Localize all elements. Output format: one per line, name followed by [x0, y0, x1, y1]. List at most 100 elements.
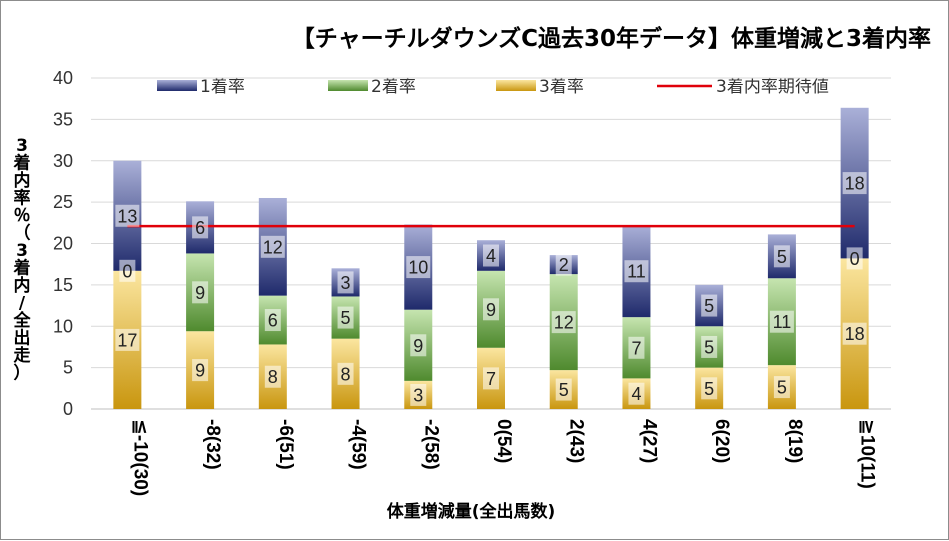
data-label-bg — [115, 328, 140, 351]
data-label: 17 — [117, 330, 137, 350]
data-label: 8 — [268, 367, 278, 387]
data-label: 8 — [341, 364, 351, 384]
data-label: 0 — [850, 249, 860, 269]
data-label: 4 — [631, 384, 641, 404]
legend-item: 1着率 — [157, 77, 245, 97]
legend-swatch — [328, 80, 368, 91]
data-label: 9 — [195, 283, 205, 303]
legend: 1着率 2着率 3着率 3着内率期待値 — [157, 77, 829, 97]
data-label-bg — [410, 383, 427, 406]
x-tick-label: 6(20) — [711, 419, 732, 463]
x-tick-label: 8(19) — [784, 419, 805, 463]
data-label: 6 — [195, 218, 205, 238]
data-label-bg — [192, 281, 209, 304]
y-tick-label: 10 — [53, 316, 73, 336]
data-label-bg — [773, 376, 790, 399]
data-label: 7 — [486, 369, 496, 389]
data-label-bg — [406, 256, 431, 279]
data-label-bg — [842, 172, 867, 195]
legend-item: 3着内率期待値 — [657, 77, 829, 97]
data-label-bg — [260, 235, 285, 258]
data-label-bg — [483, 244, 499, 267]
y-axis-label: 3 着内率％（ 3 着内/全出走） — [13, 136, 32, 384]
y-tick-label: 20 — [53, 234, 73, 254]
data-label: 4 — [486, 246, 496, 266]
data-label: 7 — [631, 338, 641, 358]
data-label-bg — [769, 310, 794, 333]
data-label: 9 — [195, 361, 205, 381]
x-tick-label: -2(58) — [420, 419, 441, 470]
x-tick-label: 0(54) — [493, 419, 514, 463]
data-label-bg — [555, 253, 572, 276]
data-label-bg — [842, 322, 867, 345]
data-labels: 17 0 13 9 9 6 8 6 12 8 5 3 3 9 10 7 9 4 5 12 2 4 7 11 5 5 5 5 11 5 18 0… — [115, 172, 867, 406]
data-label-bg — [628, 382, 645, 405]
data-label-bg — [115, 204, 140, 227]
data-label: 3 — [341, 273, 351, 293]
data-label-bg — [483, 367, 499, 390]
x-tick-label: 2(43) — [566, 419, 587, 463]
data-label: 3 — [413, 385, 423, 405]
data-label: 5 — [704, 379, 714, 399]
data-label: 13 — [117, 206, 137, 226]
data-label-bg — [337, 271, 354, 294]
data-label-bg — [701, 294, 718, 317]
data-label-bg — [701, 377, 718, 400]
data-label-bg — [192, 359, 209, 382]
data-label-bg — [773, 245, 790, 268]
data-label: 6 — [268, 311, 278, 331]
chart-title: 【チャーチルダウンズC過去30年データ】体重増減と3着内率 — [292, 25, 931, 52]
data-label-bg — [410, 334, 427, 357]
data-label: 5 — [341, 308, 351, 328]
data-label: 12 — [554, 313, 574, 333]
data-label: 12 — [263, 237, 283, 257]
x-tick-label: -6(51) — [275, 419, 296, 470]
data-label-bg — [701, 335, 718, 358]
legend-item: 2着率 — [328, 77, 416, 97]
y-tick-label: 0 — [63, 399, 73, 419]
x-tick-label: ≦-10(30) — [129, 419, 150, 496]
x-axis: ≦-10(30) -8(32) -6(51) -4(59) -2(58) 0(54) 2(4… — [129, 419, 877, 496]
data-label-bg — [555, 378, 572, 401]
data-label-bg — [337, 362, 354, 385]
data-label-bg — [846, 247, 863, 270]
data-label-bg — [483, 298, 499, 321]
y-axis: 0 5 10 15 20 25 30 35 40 — [53, 68, 73, 419]
data-label: 5 — [777, 247, 787, 267]
x-tick-label: -4(59) — [348, 419, 369, 470]
y-tick-label: 15 — [53, 275, 73, 295]
data-label: 11 — [627, 262, 646, 282]
data-label: 5 — [704, 337, 714, 357]
legend-label: 1着率 — [200, 77, 245, 97]
x-tick-label: 4(27) — [638, 419, 659, 463]
data-label: 5 — [559, 380, 569, 400]
data-label-bg — [628, 336, 645, 359]
data-label-bg — [337, 306, 354, 329]
x-tick-label: -8(32) — [202, 419, 223, 470]
data-label-bg — [264, 309, 281, 332]
legend-label: 2着率 — [371, 77, 416, 97]
legend-label: 3着内率期待値 — [716, 77, 829, 97]
data-label: 2 — [559, 255, 569, 275]
data-label: 5 — [704, 296, 714, 316]
data-label: 9 — [486, 300, 496, 320]
legend-swatch — [496, 80, 536, 91]
legend-label: 3着率 — [539, 77, 584, 97]
data-label-bg — [192, 216, 209, 239]
data-label: 10 — [408, 258, 428, 278]
x-tick-label: ≧10(11) — [857, 419, 878, 489]
y-tick-label: 35 — [53, 109, 73, 129]
data-label-bg — [624, 260, 649, 283]
y-tick-label: 5 — [63, 358, 73, 378]
data-label: 0 — [122, 261, 132, 281]
data-label: 18 — [845, 174, 865, 194]
data-label-bg — [551, 311, 576, 334]
data-label: 11 — [773, 312, 792, 332]
data-label: 9 — [413, 336, 423, 356]
data-label: 18 — [845, 324, 865, 344]
data-label-bg — [119, 259, 136, 282]
legend-item: 3着率 — [496, 77, 584, 97]
y-tick-label: 30 — [53, 151, 73, 171]
